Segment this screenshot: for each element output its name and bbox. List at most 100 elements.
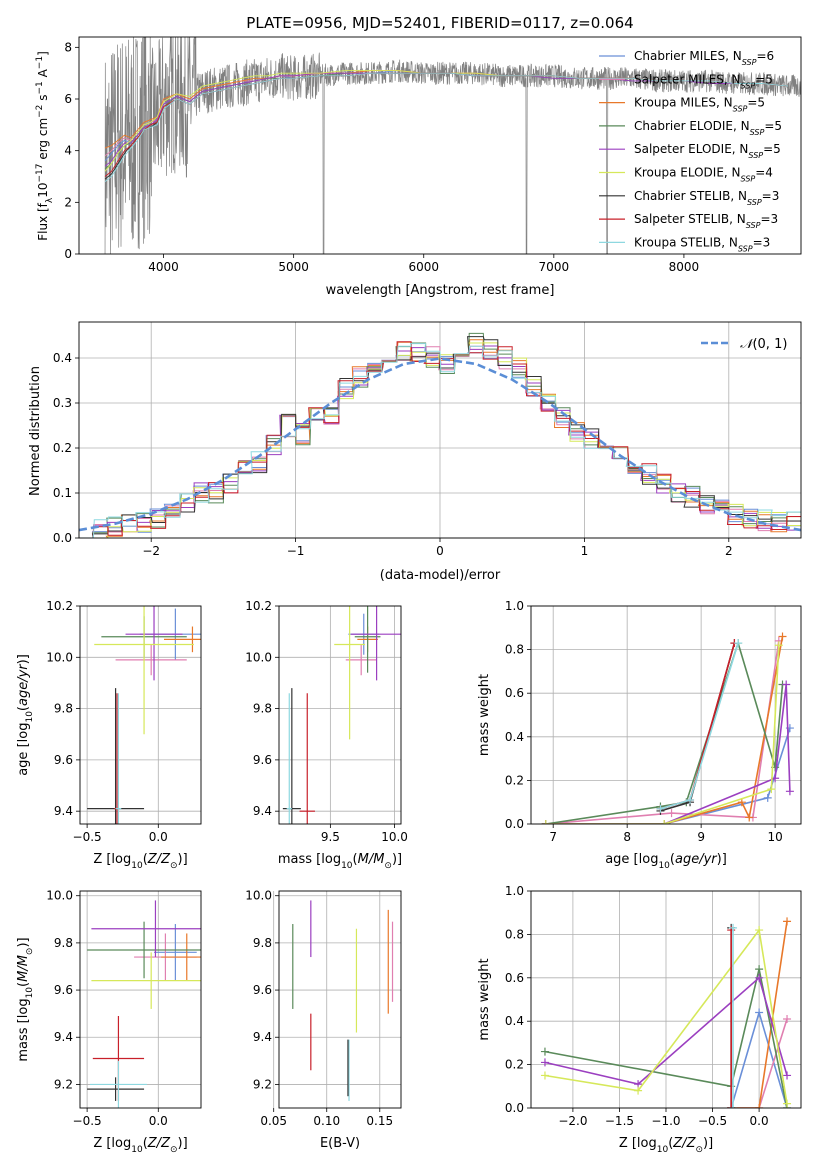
y-tick-label: 0.8 (505, 927, 524, 941)
axes-frame: 7 8 9 10 0.0 0.2 0.4 0.6 0.8 1.0 (505, 599, 802, 844)
plot-area (540, 917, 792, 1108)
errorbar-kroupa_elodie (334, 606, 366, 740)
axes-border (79, 605, 202, 825)
weight-vs-age-panel: 7 8 9 10 0.0 0.2 0.4 0.6 0.8 1.0 age [log10(age/yr… (477, 599, 802, 871)
weight-marker (755, 926, 764, 935)
errorbar-chabrier_stelib (87, 1077, 145, 1101)
weight-marker (656, 804, 665, 813)
weight-marker (783, 1099, 792, 1108)
y-tick-label: 0.4 (53, 351, 72, 365)
age-vs-metallicity-panel: −0.5 0.0 9.4 9.6 9.8 10.0 10.2 Z [log10(Z/Z⊙)] a… (16, 599, 202, 871)
normal-curve (79, 357, 801, 532)
plot-area (87, 900, 201, 1108)
weight-marker (767, 785, 776, 794)
y-tick-label: 0.8 (505, 643, 524, 657)
x-axis-label: Z [log10(Z/Z⊙)] (93, 852, 187, 871)
y-tick-label: 0.1 (53, 486, 72, 500)
weight-marker (755, 1008, 764, 1017)
x-tick-label: −0.5 (73, 830, 102, 844)
axes-frame: 4000 5000 6000 7000 8000 0 2 4 6 8 (64, 36, 802, 274)
weight-line-kroupa_miles (731, 921, 788, 1108)
weight-marker (783, 1071, 792, 1080)
x-tick-label: 10 (767, 830, 782, 844)
plot-area (282, 606, 401, 824)
y-tick-label: 9.6 (253, 983, 272, 997)
weight-marker (540, 1071, 549, 1080)
legend-label: Kroupa ELODIE, NSSP=4 (634, 166, 773, 184)
y-tick-label: 4 (64, 144, 72, 158)
x-tick-label: 2 (725, 544, 733, 558)
plot-area (87, 606, 201, 824)
x-tick-label: 4000 (148, 260, 179, 274)
y-tick-label: 9.2 (54, 1077, 73, 1091)
y-tick-label: 9.4 (54, 804, 73, 818)
x-tick-label: 8 (623, 830, 631, 844)
axes-frame: −2.0 −1.5 −1.0 −0.5 0.0 0.0 0.2 0.4 0.6 0.8 1.0 (505, 884, 802, 1128)
y-tick-label: 10.0 (245, 650, 272, 664)
x-axis-label: Z [log10(Z/Z⊙)] (93, 1136, 187, 1155)
x-tick-label: −1 (287, 544, 305, 558)
weight-marker (755, 973, 764, 982)
errorbar-salpeter_stelib (299, 693, 315, 824)
x-tick-label: 0 (436, 544, 444, 558)
x-tick-label: −0.5 (698, 1114, 727, 1128)
y-tick-label: 9.2 (253, 1077, 272, 1091)
axes-frame: −0.5 0.0 9.4 9.6 9.8 10.0 10.2 (46, 599, 202, 844)
legend-label: Salpeter MILES, NSSP=5 (634, 72, 773, 90)
errorbar-salpeter_miles (115, 644, 187, 676)
weight-marker (660, 820, 669, 824)
x-tick-label: 1 (581, 544, 589, 558)
axes-frame: −2 −1 0 1 2 0.0 0.1 0.2 0.3 0.4 (53, 321, 802, 558)
y-tick-label: 0.4 (505, 1014, 524, 1028)
model-salpeter_elodie (104, 72, 789, 167)
legend-label: Chabrier MILES, NSSP=6 (634, 49, 774, 67)
histogram-salpeter_stelib (79, 341, 801, 538)
mass-vs-metallicity-panel: −0.5 0.0 9.2 9.4 9.6 9.8 10.0 Z [log10(Z/Z⊙)] ma… (16, 889, 202, 1155)
legend-label: Salpeter ELODIE, NSSP=5 (634, 142, 781, 160)
axes-frame: 9.5 10.0 9.4 9.6 9.8 10.0 10.2 (245, 599, 408, 844)
y-axis-label: mass weight (477, 958, 492, 1040)
weight-marker (782, 680, 791, 689)
x-tick-label: −2.0 (558, 1114, 587, 1128)
weight-line-chabrier_miles (545, 727, 791, 824)
weight-marker (785, 787, 794, 796)
y-tick-label: 0.0 (505, 817, 524, 831)
legend-label: Salpeter STELIB, NSSP=3 (634, 212, 778, 230)
y-tick-label: 0.3 (53, 396, 72, 410)
x-tick-label: −0.5 (73, 1114, 102, 1128)
weight-marker (755, 965, 764, 974)
weight-marker (634, 1086, 643, 1095)
y-tick-label: 2 (64, 195, 72, 209)
y-tick-label: 10.0 (46, 650, 73, 664)
histogram-salpeter_elodie (79, 345, 801, 538)
y-tick-label: 0.0 (53, 531, 72, 545)
model-kroupa_stelib (104, 72, 789, 183)
y-tick-label: 0.6 (505, 686, 524, 700)
y-tick-label: 0.0 (505, 1101, 524, 1115)
axes-frame: 0.05 0.10 0.15 9.2 9.4 9.6 9.8 10.0 (245, 889, 402, 1128)
legend-label: Chabrier STELIB, NSSP=3 (634, 189, 779, 207)
y-tick-label: 9.8 (54, 702, 73, 716)
x-tick-label: 8000 (669, 260, 700, 274)
y-axis-label: Normed distribution (28, 366, 43, 496)
weight-marker (667, 809, 676, 818)
axes-border (278, 890, 402, 1109)
errorbar-kroupa_stelib (89, 1060, 147, 1108)
weight-line-kroupa_stelib (660, 642, 739, 810)
weight-line-chabrier_stelib (660, 642, 736, 812)
weight-marker (727, 926, 736, 935)
legend-label: Kroupa MILES, NSSP=5 (634, 96, 765, 114)
y-tick-label: 9.4 (253, 1030, 272, 1044)
weight-line-kroupa_miles (545, 636, 784, 824)
weight-marker (727, 1104, 736, 1108)
errorbar-kroupa_stelib (286, 693, 292, 824)
weight-marker (778, 632, 787, 641)
x-tick-label: 0.0 (149, 830, 168, 844)
x-tick-label: 0.10 (313, 1114, 340, 1128)
weight-marker (541, 820, 550, 824)
y-tick-label: 0.2 (505, 1058, 524, 1072)
weight-marker (686, 796, 695, 805)
axes-border (530, 605, 802, 825)
y-axis-label: Flux [fλ10−17 erg cm−2 s−1 A−1] (35, 51, 55, 241)
errorbar-kroupa_miles (161, 933, 201, 981)
